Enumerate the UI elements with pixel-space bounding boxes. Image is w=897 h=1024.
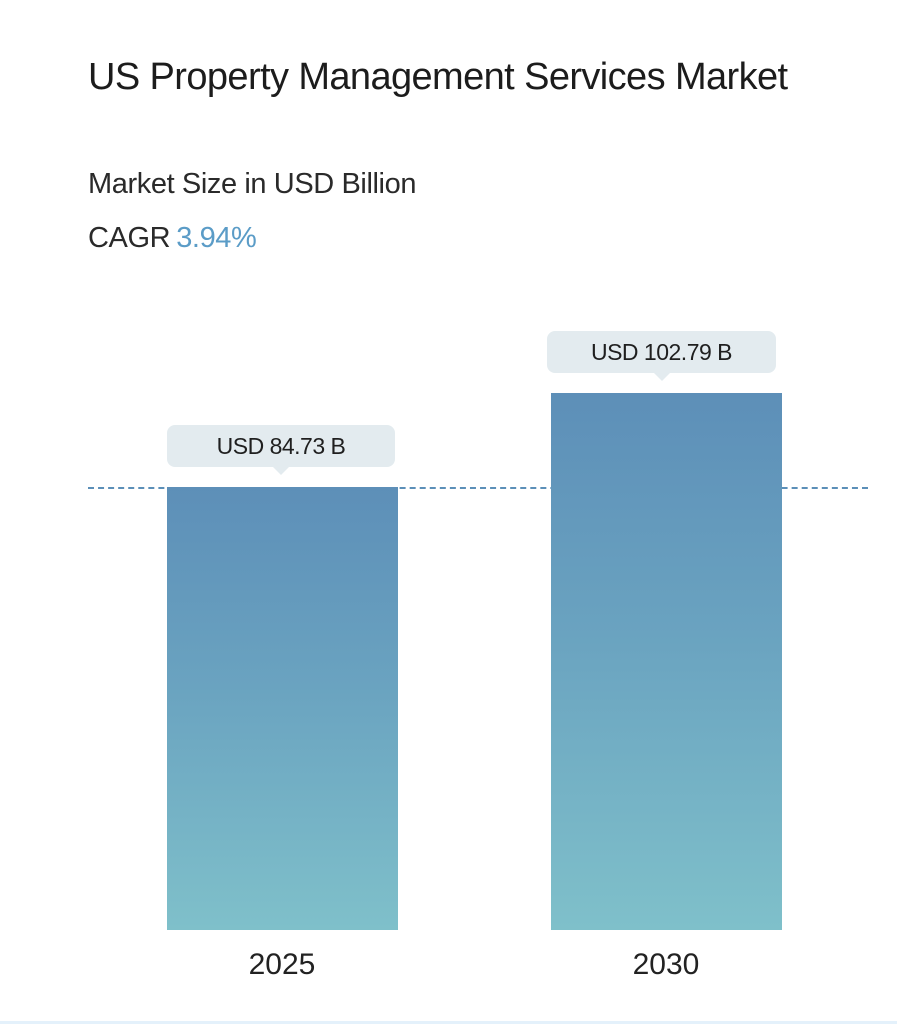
x-tick-2030: 2030 bbox=[632, 948, 700, 981]
x-tick-2025: 2025 bbox=[248, 948, 316, 981]
bar-2025 bbox=[167, 487, 398, 930]
bar-2030 bbox=[551, 393, 782, 930]
reference-dashed-line bbox=[88, 487, 868, 489]
cagr-line: CAGR 3.94% bbox=[88, 222, 257, 255]
chart-subtitle: Market Size in USD Billion bbox=[88, 168, 417, 200]
chart-title: US Property Management Services Market bbox=[88, 56, 788, 98]
bottom-divider bbox=[0, 1021, 897, 1024]
cagr-value: 3.94% bbox=[176, 222, 257, 254]
cagr-label: CAGR bbox=[88, 222, 171, 254]
value-label-2025: USD 84.73 B bbox=[167, 425, 395, 475]
value-label-2030: USD 102.79 B bbox=[547, 331, 776, 381]
